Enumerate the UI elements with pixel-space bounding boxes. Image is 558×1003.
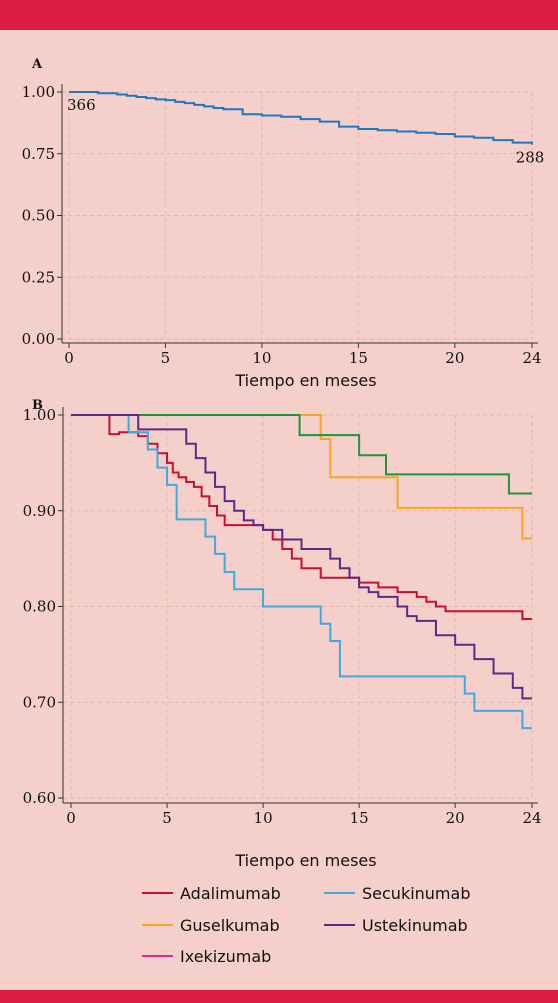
series-line-adalimumab [71, 414, 532, 620]
x-tick-label: 0 [66, 809, 76, 827]
x-tick-label: 10 [252, 349, 271, 367]
y-tick-label: 0.60 [23, 789, 56, 807]
x-tick-label: 5 [161, 349, 171, 367]
series-line-ustekinumab [71, 414, 532, 700]
x-tick-label: 20 [445, 349, 464, 367]
x-tick-label: 15 [349, 349, 368, 367]
y-tick-label: 1.00 [22, 83, 55, 101]
header-band [0, 0, 558, 30]
legend-label-secukinumab: Secukinumab [362, 884, 470, 903]
y-tick-label: 0.50 [22, 207, 55, 225]
legend-label-ixekizumab: Ixekizumab [180, 947, 271, 966]
panel-a: A 0.000.250.500.751.000 5 10 15 20 24 366288 … [22, 57, 545, 390]
annotation-label: 288 [516, 149, 545, 167]
panel-label-b: B [32, 398, 43, 413]
y-tick-label: 1.00 [23, 406, 56, 424]
y-tick-label: 0.90 [23, 502, 56, 520]
series-line-secukinumab [71, 414, 532, 730]
series-line-series-0 [69, 91, 533, 145]
x-tick-label: 20 [446, 809, 465, 827]
series-line-guselkumab [71, 414, 532, 540]
x-tick-label: 0 [64, 349, 74, 367]
legend-label-adalimumab: Adalimumab [180, 884, 281, 903]
y-tick-label: 0.00 [22, 330, 55, 348]
legend-label-guselkumab: Guselkumab [180, 916, 280, 935]
footer-band [0, 990, 558, 1003]
series-line-ixekizumab [71, 414, 532, 495]
annotation-label: 366 [67, 96, 96, 114]
y-tick-label: 0.25 [22, 268, 55, 286]
x-axis-title-b: Tiempo en meses [234, 851, 376, 870]
x-tick-label: 24 [522, 349, 541, 367]
x-tick-label: 24 [522, 809, 541, 827]
x-axis-title-a: Tiempo en meses [234, 371, 376, 390]
y-tick-label: 0.70 [23, 693, 56, 711]
legend-label-ustekinumab: Ustekinumab [362, 916, 468, 935]
y-tick-label: 0.80 [23, 598, 56, 616]
x-tick-label: 15 [350, 809, 369, 827]
y-tick-label: 0.75 [22, 145, 55, 163]
panel-b: B 0.60 0.70 0.80 0.90 1.00 0 5 10 15 20 24 Tiempo … [23, 398, 542, 870]
panel-label-a: A [31, 57, 43, 72]
legend: Adalimumab Secukinumab Guselkumab Ustekinum… [142, 884, 470, 966]
x-tick-label: 5 [162, 809, 172, 827]
x-tick-label: 10 [254, 809, 273, 827]
